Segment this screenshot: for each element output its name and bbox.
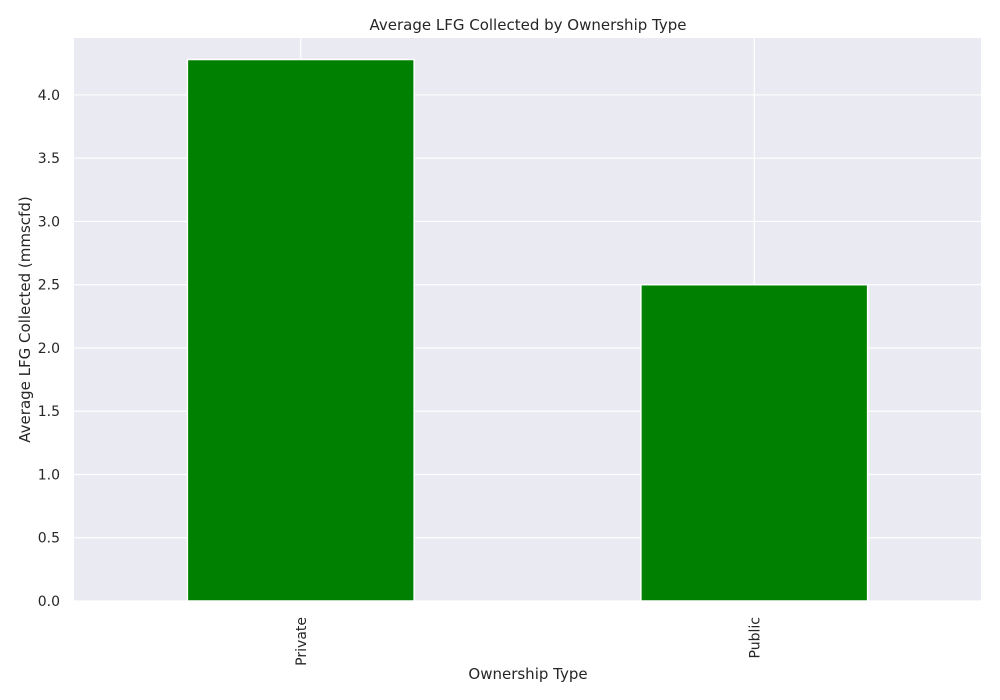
y-tick-label: 0.5 — [38, 531, 60, 547]
bar-public — [640, 283, 869, 602]
y-tick-label: 2.5 — [38, 278, 60, 294]
x-tick-label: Private — [294, 617, 310, 666]
x-axis-ticks: Private Public — [294, 617, 764, 666]
y-tick-label: 4.0 — [38, 88, 60, 104]
y-tick-label: 1.5 — [38, 404, 60, 420]
x-tick-label: Public — [747, 617, 763, 658]
y-tick-label: 3.5 — [38, 151, 60, 167]
y-axis-ticks: 0.0 0.5 1.0 1.5 2.0 2.5 3.0 3.5 4.0 — [38, 88, 60, 610]
y-tick-label: 0.0 — [38, 594, 60, 610]
y-tick-label: 1.0 — [38, 467, 60, 483]
y-tick-label: 3.0 — [38, 214, 60, 230]
bar-private — [186, 58, 415, 602]
chart-title: Average LFG Collected by Ownership Type — [370, 16, 687, 34]
bars — [186, 58, 869, 602]
x-axis-label: Ownership Type — [468, 665, 587, 683]
y-tick-label: 2.0 — [38, 341, 60, 357]
y-axis-label: Average LFG Collected (mmscfd) — [16, 196, 34, 442]
